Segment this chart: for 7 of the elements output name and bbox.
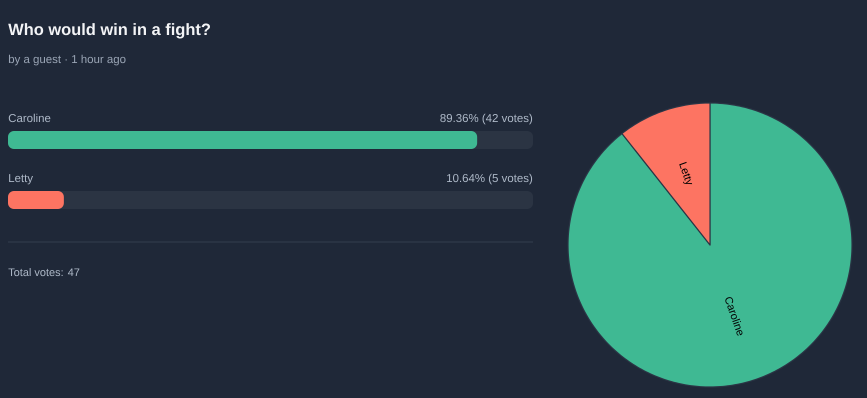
chart-subtitle: by a guest · 1 hour ago xyxy=(8,54,126,66)
data-label: 89.36% (42 votes) xyxy=(440,114,532,124)
slice-label: Caroline xyxy=(725,297,742,336)
text: Total votes: 47 xyxy=(8,268,80,276)
data-label: 10.64% (5 votes) xyxy=(447,174,532,184)
slice-label: Letty xyxy=(679,162,692,184)
chart-title: Who would win in a fight? xyxy=(8,23,210,38)
